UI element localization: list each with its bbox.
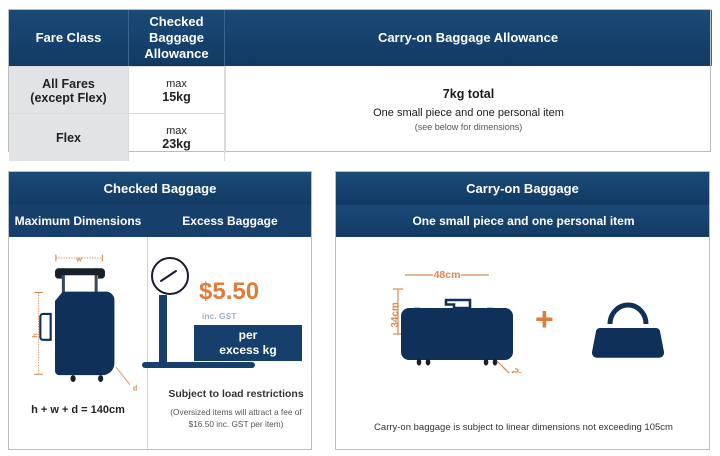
svg-text:34cm: 34cm xyxy=(390,302,401,328)
svg-text:48cm: 48cm xyxy=(434,269,461,281)
svg-text:d: d xyxy=(133,386,137,393)
svg-text:h: h xyxy=(31,333,40,338)
svg-text:w: w xyxy=(75,254,82,263)
svg-text:23cm: 23cm xyxy=(509,366,529,373)
